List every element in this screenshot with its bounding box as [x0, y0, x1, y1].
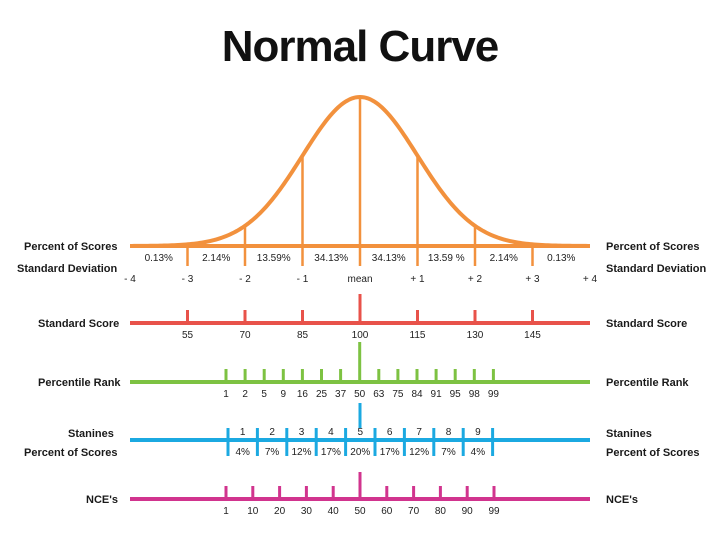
standard-score-right-label: Standard Score: [606, 318, 687, 330]
percentile-rank-value: 91: [431, 389, 443, 400]
percentile-rank-value: 9: [281, 389, 287, 400]
nce-value: 30: [301, 506, 313, 517]
nce-value: 90: [462, 506, 474, 517]
percentile-rank-value: 75: [392, 389, 404, 400]
stanine-percent: 20%: [350, 447, 370, 458]
stanines-right-label: Stanines: [606, 428, 652, 440]
stanines-row: 1 2 3 4 5 6 7 8 9 4% 7% 12% 17% 20% 17% 12% 7% 4% Stanines…: [24, 403, 700, 459]
stanine-number: 9: [475, 427, 481, 438]
percentile-rank-value: 63: [373, 389, 385, 400]
percentile-rank-right-label: Percentile Rank: [606, 377, 689, 389]
standard-deviation-label: + 2: [468, 274, 483, 285]
stanine-percent: 4%: [235, 447, 250, 458]
standard-deviation-label: - 3: [182, 274, 194, 285]
nce-value: 50: [354, 506, 366, 517]
percent-of-scores-label: 2.14%: [490, 253, 518, 264]
percentile-rank-value: 37: [335, 389, 347, 400]
percentile-rank-value: 98: [469, 389, 481, 400]
nce-right-label: NCE's: [606, 494, 638, 506]
percent-of-scores-label: 13.59 %: [428, 253, 465, 264]
standard-deviation-label: mean: [347, 274, 372, 285]
standard-score-value: 130: [467, 330, 484, 341]
standard-score-value: 85: [297, 330, 309, 341]
percentile-rank-value: 25: [316, 389, 328, 400]
standard-deviation-right-label: Standard Deviation: [606, 263, 707, 275]
standard-score-left-label: Standard Score: [38, 318, 119, 330]
normal-curve-section: 0.13% 2.14% 13.59% 34.13% 34.13% 13.59 % 2.14%…: [17, 94, 707, 285]
nce-value: 1: [223, 506, 229, 517]
stanines-left-label: Stanines: [68, 428, 114, 440]
stanine-number: 5: [358, 427, 364, 438]
percentile-rank-value: 95: [450, 389, 462, 400]
nce-value: 99: [488, 506, 500, 517]
nce-value: 80: [435, 506, 447, 517]
nce-value: 60: [381, 506, 393, 517]
percent-of-scores-label: 13.59%: [257, 253, 291, 264]
stanine-number: 4: [328, 427, 334, 438]
standard-score-value: 70: [239, 330, 251, 341]
stanine-percent: 17%: [321, 447, 341, 458]
stanine-number: 3: [299, 427, 305, 438]
percent-of-scores-right-label: Percent of Scores: [606, 241, 700, 253]
stanine-percent: 12%: [291, 447, 311, 458]
percentile-rank-value: 2: [242, 389, 248, 400]
percentile-rank-value: 50: [354, 389, 366, 400]
percentile-rank-value: 5: [261, 389, 267, 400]
stanine-percent: 4%: [471, 447, 486, 458]
stanine-percent-right-label: Percent of Scores: [606, 447, 700, 459]
nce-value: 20: [274, 506, 286, 517]
standard-deviation-label: - 4: [124, 274, 136, 285]
nce-row: 1 10 20 30 40 50 60 70 80 90 99 NCE's NCE's: [86, 472, 638, 517]
stanine-percent: 17%: [380, 447, 400, 458]
stanine-percent-left-label: Percent of Scores: [24, 447, 118, 459]
stanine-percent: 7%: [441, 447, 456, 458]
standard-score-value: 100: [352, 330, 369, 341]
nce-value: 10: [247, 506, 259, 517]
percentile-rank-value: 84: [411, 389, 423, 400]
percent-of-scores-label: 2.14%: [202, 253, 230, 264]
nce-left-label: NCE's: [86, 494, 118, 506]
page-title: Normal Curve: [221, 22, 500, 71]
standard-deviation-left-label: Standard Deviation: [17, 263, 118, 275]
standard-deviation-label: - 2: [239, 274, 251, 285]
standard-deviation-label: - 1: [297, 274, 309, 285]
percent-of-scores-label: 34.13%: [314, 253, 348, 264]
standard-deviation-label: + 4: [583, 274, 598, 285]
percent-of-scores-left-label: Percent of Scores: [24, 241, 118, 253]
standard-score-row: 55 70 85 100 115 130 145 Standard Score Standard…: [38, 294, 687, 341]
percentile-rank-value: 99: [488, 389, 500, 400]
stanine-number: 7: [416, 427, 422, 438]
stanine-percent: 7%: [265, 447, 280, 458]
stanine-percent: 12%: [409, 447, 429, 458]
standard-deviation-label: + 3: [525, 274, 540, 285]
percent-of-scores-label: 0.13%: [547, 253, 575, 264]
percentile-rank-value: 16: [297, 389, 309, 400]
stanine-number: 6: [387, 427, 393, 438]
percentile-rank-left-label: Percentile Rank: [38, 377, 121, 389]
percent-of-scores-label: 34.13%: [372, 253, 406, 264]
percent-of-scores-label: 0.13%: [145, 253, 173, 264]
standard-deviation-label: + 1: [410, 274, 425, 285]
percentile-rank-value: 1: [223, 389, 229, 400]
standard-score-value: 115: [410, 330, 426, 341]
nce-value: 70: [408, 506, 420, 517]
standard-score-value: 145: [524, 330, 541, 341]
standard-score-value: 55: [182, 330, 194, 341]
nce-value: 40: [328, 506, 340, 517]
stanine-number: 8: [446, 427, 452, 438]
stanine-number: 2: [269, 427, 275, 438]
stanine-number: 1: [240, 427, 246, 438]
